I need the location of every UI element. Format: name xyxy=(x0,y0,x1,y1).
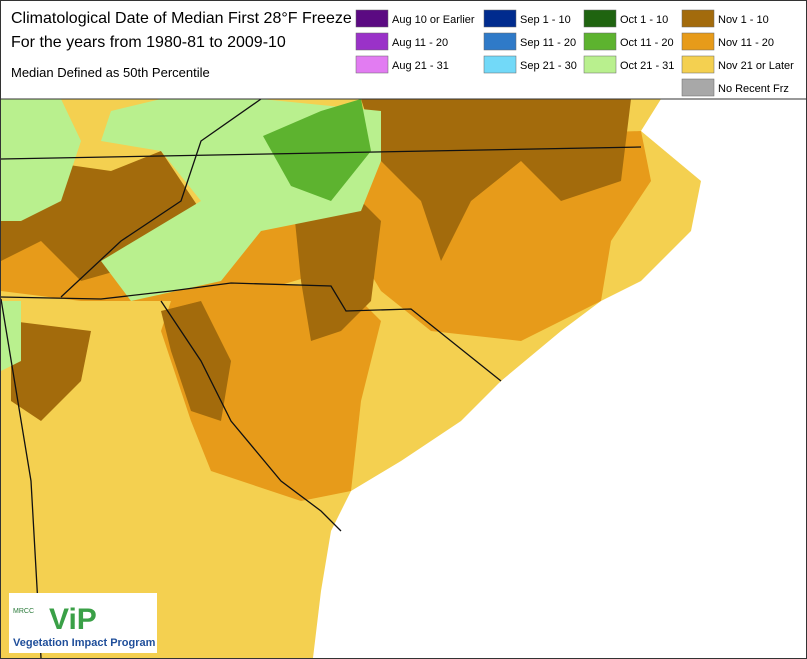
legend-label: No Recent Frz xyxy=(718,83,789,95)
region-nov1 xyxy=(11,321,91,421)
border xyxy=(160,300,342,532)
legend-label: Sep 21 - 30 xyxy=(520,60,577,72)
header-bg xyxy=(1,1,806,99)
legend-swatch xyxy=(681,78,715,97)
legend-label: Nov 11 - 20 xyxy=(718,37,774,49)
region-oct21 xyxy=(1,99,81,221)
region-oct11 xyxy=(263,99,371,201)
map xyxy=(1,98,806,658)
legend-label: Oct 1 - 10 xyxy=(620,14,668,26)
title: For the years from 1980-81 to 2009-10 xyxy=(11,34,286,51)
border xyxy=(1,282,502,382)
logo-org: MRCC xyxy=(13,608,34,615)
legend-label: Oct 21 - 31 xyxy=(620,60,674,72)
border xyxy=(60,98,262,298)
legend-label: Nov 21 or Later xyxy=(718,60,794,72)
logo-name: Vegetation Impact Program xyxy=(13,637,156,649)
legend-label: Sep 11 - 20 xyxy=(520,37,576,49)
legend-swatch xyxy=(355,55,389,74)
title: Climatological Date of Median First 28°F… xyxy=(11,10,352,27)
legend-label: Aug 10 or Earlier xyxy=(392,14,475,26)
legend-swatch xyxy=(483,9,517,28)
region-oct21 xyxy=(1,301,21,371)
logo-box xyxy=(9,593,157,653)
logo-mark: ViP xyxy=(49,603,97,636)
legend-label: Sep 1 - 10 xyxy=(520,14,571,26)
region-nov1 xyxy=(361,99,631,261)
legend-label: Oct 11 - 20 xyxy=(620,37,674,49)
legend-label: Aug 21 - 31 xyxy=(392,60,449,72)
legend: Aug 10 or Earlier Aug 11 - 20 Aug 21 - 31 S… xyxy=(355,9,794,97)
legend-swatch xyxy=(355,32,389,51)
region-nov1 xyxy=(161,301,231,421)
ocean xyxy=(313,99,806,658)
logo: MRCC ViP Vegetation Impact Program xyxy=(9,593,157,653)
legend-swatch xyxy=(583,9,617,28)
legend-swatch xyxy=(355,9,389,28)
legend-swatch xyxy=(681,32,715,51)
legend-label: Nov 1 - 10 xyxy=(718,14,769,26)
legend-swatch xyxy=(583,32,617,51)
border xyxy=(1,146,642,160)
legend-swatch xyxy=(681,55,715,74)
legend-swatch xyxy=(483,32,517,51)
legend-swatch xyxy=(681,9,715,28)
legend-label: Aug 11 - 20 xyxy=(392,37,448,49)
subtitle: Median Defined as 50th Percentile xyxy=(11,65,210,80)
legend-swatch xyxy=(583,55,617,74)
legend-swatch xyxy=(483,55,517,74)
